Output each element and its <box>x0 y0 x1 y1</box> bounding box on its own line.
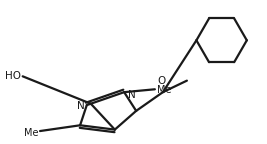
Text: N: N <box>128 90 136 100</box>
Text: O: O <box>158 76 166 86</box>
Text: N: N <box>77 101 85 111</box>
Text: HO: HO <box>5 71 21 81</box>
Text: Me: Me <box>23 128 38 138</box>
Text: Me: Me <box>157 85 171 95</box>
